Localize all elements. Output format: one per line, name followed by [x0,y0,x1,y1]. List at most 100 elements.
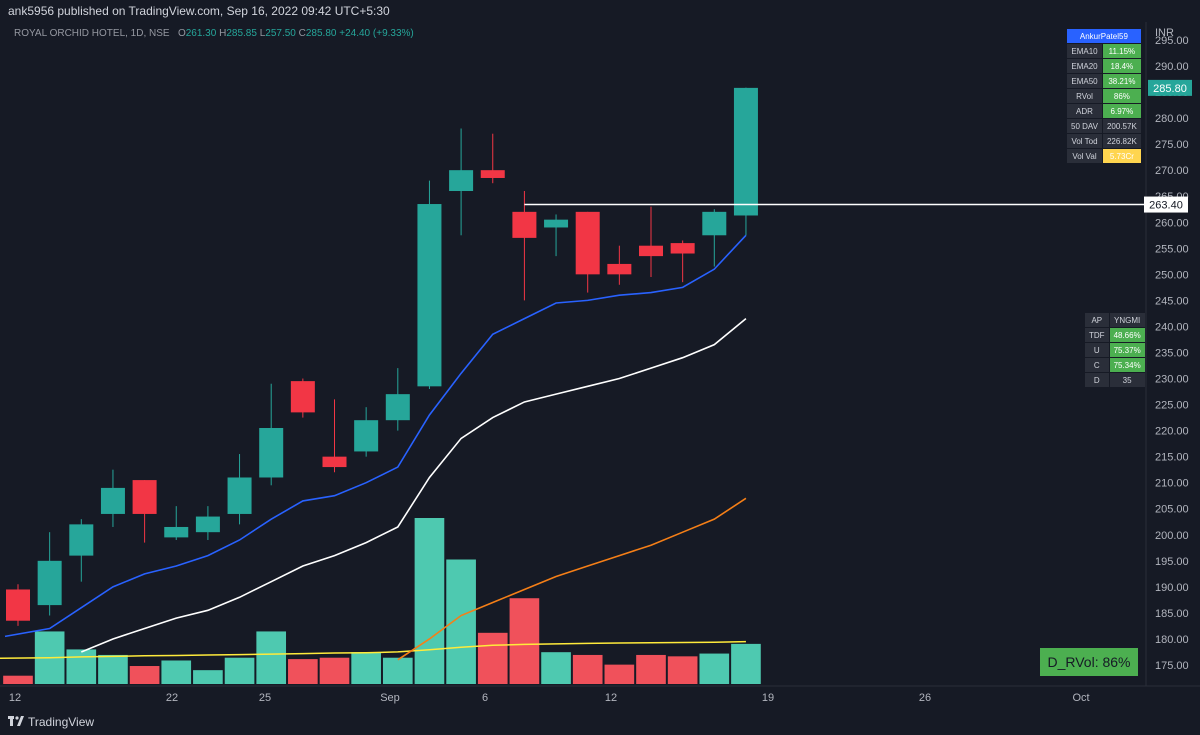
volume-bar [636,654,666,684]
stats-value: 226.82K [1102,134,1141,148]
indicator-key: TDF [1085,328,1109,342]
y-tick-label: 220.00 [1155,426,1189,438]
indicator-row: U 75.37% [1085,343,1145,357]
candle-body [100,487,125,514]
x-tick-label: 12 [605,692,617,704]
y-tick-label: 235.00 [1155,347,1189,359]
volume-bar [161,660,192,684]
candle-body [195,516,220,533]
candle-body [354,420,379,452]
y-tick-label: 190.00 [1155,582,1189,594]
candle-body [639,245,663,257]
indicator-row: TDF 48.66% [1085,328,1145,342]
volume-bar [667,656,698,684]
ema20-line [80,318,747,653]
ema50-line [397,497,747,661]
stats-value: 200.57K [1102,119,1141,133]
y-tick-label: 210.00 [1155,478,1189,490]
y-tick-label: 215.00 [1155,452,1189,464]
stats-value: 5.73Cr [1102,149,1141,163]
volume-bar [731,643,761,684]
x-tick-label: 19 [762,692,774,704]
stats-key: Vol Val [1067,149,1102,163]
indicator-value: 75.37% [1109,343,1145,357]
volume-bar [129,666,160,684]
indicator-row: D 35 [1085,373,1145,387]
close-value: 285.80 [305,28,337,39]
x-tick-label: 12 [9,692,21,704]
last-price-box [1148,79,1192,96]
volume-ma-line [0,640,746,660]
resistance-price-box [1144,196,1188,213]
x-tick-label: Sep [380,692,400,704]
resistance-price-label: 263.40 [1149,200,1183,212]
volume-bar [541,652,571,684]
candle-body [544,219,569,228]
y-tick-label: 200.00 [1155,530,1189,542]
candle-body [733,87,758,216]
tradingview-brand: TradingView [28,715,95,729]
stats-value: 86% [1102,89,1141,103]
stats-value: 18.4% [1102,59,1141,73]
stats-value: 6.97% [1102,104,1141,118]
candle-body [259,428,284,478]
indicator-value: 35 [1109,373,1145,387]
indicator-key: AP [1085,313,1109,327]
y-tick-label: 195.00 [1155,556,1189,568]
stats-row: ADR 6.97% [1067,104,1141,118]
y-tick-label: 230.00 [1155,374,1189,386]
stats-row: EMA20 18.4% [1067,59,1141,73]
y-tick-label: 185.00 [1155,608,1189,620]
footer-bar: TradingView [0,708,1200,735]
high-label: H [219,28,227,39]
candle-body [37,560,62,606]
indicator-value: 48.66% [1109,328,1145,342]
y-tick-label: 260.00 [1155,217,1189,229]
y-tick-label: 180.00 [1155,634,1189,646]
volume-bar [477,632,508,684]
stats-key: ADR [1067,104,1102,118]
volume-bar [256,631,287,684]
publish-line: ank5956 published on TradingView.com, Se… [8,4,390,18]
indicator-table: AP YNGMI TDF 48.66% U 75.37% C 75.34% D 35 [1084,312,1146,388]
candle-body [480,170,505,178]
volume-bar [604,664,635,684]
y-tick-label: 245.00 [1155,295,1189,307]
stats-table: AnkurPatel59 EMA10 11.15% EMA20 18.4% EMA50 38… [1066,28,1142,164]
y-tick-label: 225.00 [1155,400,1189,412]
high-value: 285.85 [226,28,257,39]
chart-background [0,22,1200,708]
stats-value: 11.15% [1102,44,1141,58]
y-tick-label: 175.00 [1155,660,1189,672]
y-tick-label: 275.00 [1155,139,1189,151]
y-tick-label: 280.00 [1155,113,1189,125]
volume-bar [351,652,381,684]
last-price-label: 285.80 [1153,83,1187,95]
stats-key: 50 DAV [1067,119,1102,133]
indicator-key: U [1085,343,1109,357]
x-tick-label: 22 [166,692,178,704]
candle-body [449,170,474,192]
indicator-value: 75.34% [1109,358,1145,372]
candle-body [6,589,30,621]
volume-bar [319,657,350,684]
change-value: +24.40 (+9.33%) [339,28,414,39]
y-tick-label: 205.00 [1155,504,1189,516]
x-tick-label: Oct [1072,692,1089,704]
volume-bar [699,653,730,684]
candle-body [512,211,537,238]
stats-key: EMA20 [1067,59,1102,73]
tradingview-logo-icon [8,716,24,726]
low-label: L [259,28,266,39]
x-tick-label: 6 [482,692,488,704]
ema10-line [4,234,747,638]
open-label: O [177,28,186,39]
candle-body [702,211,727,236]
candle-body [164,526,189,538]
y-tick-label: 240.00 [1155,321,1189,333]
y-tick-label: 290.00 [1155,61,1189,73]
d-rvol-badge: D_RVol: 86% [1040,648,1138,676]
candle-body [607,263,632,275]
close-label: C [298,28,306,39]
candlestick-chart[interactable]: 175.00 180.00 185.00 190.00 195.00 200.00 205.… [0,22,1200,708]
